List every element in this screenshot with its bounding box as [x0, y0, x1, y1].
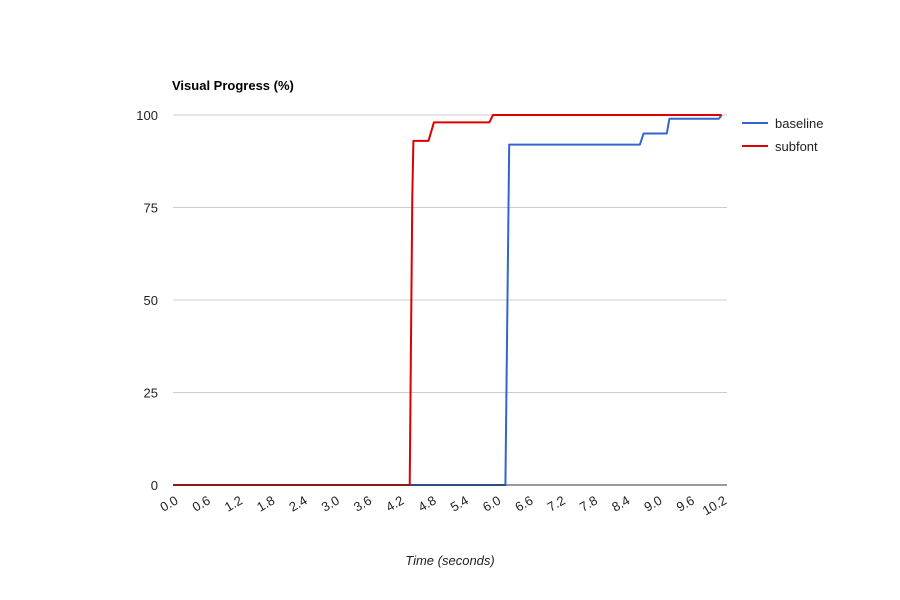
- y-tick-label: 50: [144, 293, 158, 308]
- x-tick-label: 7.8: [577, 493, 600, 515]
- x-tick-label: 1.8: [254, 493, 277, 515]
- x-tick-label: 7.2: [545, 493, 568, 515]
- x-tick-label: 0.0: [157, 493, 180, 515]
- x-tick-label: 4.2: [383, 493, 406, 515]
- series-line-subfont: [173, 114, 722, 486]
- x-tick-label: 6.6: [512, 493, 535, 515]
- legend-label: subfont: [775, 139, 818, 154]
- x-tick-label: 3.6: [351, 493, 374, 515]
- x-tick-label: 10.2: [700, 493, 729, 519]
- y-tick-label: 25: [144, 386, 158, 401]
- x-tick-label: 3.0: [319, 493, 342, 515]
- chart-title: Visual Progress (%): [172, 78, 294, 93]
- series-line-baseline: [173, 114, 723, 486]
- y-tick-label: 75: [144, 201, 158, 216]
- gridlines: [173, 114, 727, 393]
- x-tick-label: 9.0: [641, 493, 664, 515]
- x-tick-label: 6.0: [480, 493, 503, 515]
- x-tick-label: 0.6: [190, 493, 213, 515]
- legend: baseline subfont: [742, 116, 823, 154]
- x-tick-label: 5.4: [448, 493, 471, 515]
- x-axis-label: Time (seconds): [405, 553, 494, 568]
- series-lines: [173, 114, 723, 486]
- y-axis-ticks: 0 25 50 75 100: [136, 108, 158, 493]
- x-tick-label: 4.8: [416, 493, 439, 515]
- x-tick-label: 9.6: [674, 493, 697, 515]
- legend-label: baseline: [775, 116, 823, 131]
- x-tick-label: 1.2: [222, 493, 245, 515]
- y-tick-label: 100: [136, 108, 158, 123]
- x-tick-label: 8.4: [609, 493, 632, 515]
- x-tick-label: 2.4: [286, 493, 309, 515]
- y-tick-label: 0: [151, 478, 158, 493]
- x-axis-ticks: 0.0 0.6 1.2 1.8 2.4 3.0 3.6 4.2 4.8 5.4 6.0 6.6 7.2 7…: [157, 493, 729, 519]
